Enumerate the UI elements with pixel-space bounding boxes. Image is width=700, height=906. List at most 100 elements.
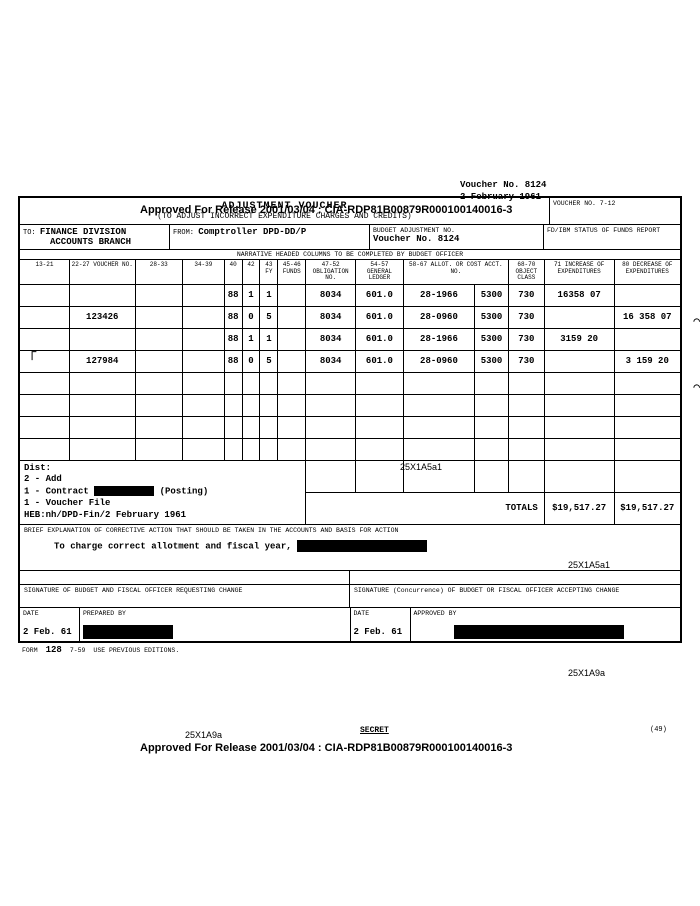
dist-row-1: Dist: 2 - Add 1 - Contract (Posting) 1 -… xyxy=(20,460,680,492)
cell-c11: 28-0960 xyxy=(403,350,474,372)
cell-c6: 1 xyxy=(242,284,260,306)
cell-c6 xyxy=(242,438,260,460)
cell-c7 xyxy=(260,394,278,416)
cell-c2: 123426 xyxy=(69,306,135,328)
cell-c6 xyxy=(242,372,260,394)
cell-c5: 88 xyxy=(224,350,242,372)
cell-c10: 601.0 xyxy=(356,284,404,306)
cell-c3 xyxy=(135,284,183,306)
col-increase: 71 INCREASE OF EXPENDITURES xyxy=(544,260,614,284)
cell-c5 xyxy=(224,438,242,460)
cell-c14 xyxy=(614,372,680,394)
cell-c4 xyxy=(183,372,225,394)
cell-c1 xyxy=(20,416,69,438)
cell-c7 xyxy=(260,416,278,438)
stamp-voucher-no: Voucher No. 8124 xyxy=(460,180,546,190)
cell-c3 xyxy=(135,350,183,372)
cell-c8 xyxy=(278,372,306,394)
col-allot: 58-67 ALLOT. OR COST ACCT. NO. xyxy=(403,260,508,284)
cell-c13: 3159 20 xyxy=(544,328,614,350)
dist-cell: Dist: 2 - Add 1 - Contract (Posting) 1 -… xyxy=(20,460,306,524)
fd-status-cell: FD/IBM STATUS OF FUNDS REPORT xyxy=(544,225,680,249)
cell-c8 xyxy=(278,350,306,372)
col-43-fy: 43 FY xyxy=(260,260,278,284)
cell-c5: 88 xyxy=(224,284,242,306)
cell-c13 xyxy=(544,350,614,372)
cell-c9 xyxy=(306,438,356,460)
sig-accept-label: SIGNATURE (Concurrence) OF BUDGET OR FIS… xyxy=(350,585,680,607)
cell-c9: 8034 xyxy=(306,284,356,306)
cell-c3 xyxy=(135,306,183,328)
date-right-cell: DATE 2 Feb. 61 xyxy=(351,608,411,641)
cell-c3 xyxy=(135,372,183,394)
cell-c4 xyxy=(183,328,225,350)
cell-c14: 3 159 20 xyxy=(614,350,680,372)
code-25x1a5a1-a: 25X1A5a1 xyxy=(400,462,442,472)
cell-c4 xyxy=(183,350,225,372)
cell-c13 xyxy=(544,416,614,438)
cell-c5: 88 xyxy=(224,328,242,350)
cell-c14 xyxy=(614,416,680,438)
col-object-class: 68-70 OBJECT CLASS xyxy=(508,260,544,284)
date-right-value: 2 Feb. 61 xyxy=(354,627,407,637)
col-decrease: 80 DECREASE OF EXPENDITURES xyxy=(614,260,680,284)
cell-c8 xyxy=(278,438,306,460)
table-row: 88118034601.028-196653007303159 20 xyxy=(20,328,680,350)
cell-c11: 28-1966 xyxy=(403,328,474,350)
cell-c11 xyxy=(403,372,474,394)
table-row: 12798488058034601.028-096053007303 159 2… xyxy=(20,350,680,372)
col-40: 40 xyxy=(224,260,242,284)
cell-c6 xyxy=(242,416,260,438)
form-subtitle: (TO ADJUST INCORRECT EXPENDITURE CHARGES… xyxy=(23,212,546,221)
cell-c10 xyxy=(356,394,404,416)
cell-c4 xyxy=(183,438,225,460)
cell-c4 xyxy=(183,306,225,328)
date-left-cell: DATE 2 Feb. 61 xyxy=(20,608,80,641)
col-28-33: 28-33 xyxy=(135,260,183,284)
cell-c11b: 5300 xyxy=(475,328,509,350)
cell-c6: 1 xyxy=(242,328,260,350)
cell-c11b xyxy=(475,372,509,394)
cell-c3 xyxy=(135,438,183,460)
cell-c5 xyxy=(224,416,242,438)
form-title: ADJUSTMENT VOUCHER xyxy=(23,201,546,212)
from-label: FROM: xyxy=(173,229,194,237)
cell-c3 xyxy=(135,328,183,350)
ledger-table: 13-21 22-27 VOUCHER NO. 28-33 34-39 40 4… xyxy=(20,260,680,525)
totals-increase: $19,517.27 xyxy=(544,492,614,524)
form-title-block: ADJUSTMENT VOUCHER (TO ADJUST INCORRECT … xyxy=(20,198,550,224)
cell-c8 xyxy=(278,394,306,416)
code-25x1a9a-a: 25X1A9a xyxy=(568,668,605,678)
cell-c12: 730 xyxy=(508,284,544,306)
cell-c12 xyxy=(508,438,544,460)
col-42: 42 xyxy=(242,260,260,284)
cell-c12: 730 xyxy=(508,350,544,372)
col-gen-ledger: 54-57 GENERAL LEDGER xyxy=(356,260,404,284)
cell-c4 xyxy=(183,284,225,306)
cell-c11: 28-1966 xyxy=(403,284,474,306)
cell-c9 xyxy=(306,372,356,394)
cell-c4 xyxy=(183,416,225,438)
cell-c8 xyxy=(278,328,306,350)
cell-c3 xyxy=(135,394,183,416)
column-header-row: 13-21 22-27 VOUCHER NO. 28-33 34-39 40 4… xyxy=(20,260,680,284)
release-line-bottom: Approved For Release 2001/03/04 : CIA-RD… xyxy=(140,742,512,754)
cell-c6 xyxy=(242,394,260,416)
sig-request-label: SIGNATURE OF BUDGET AND FISCAL OFFICER R… xyxy=(20,585,350,607)
cell-c13: 16358 07 xyxy=(544,284,614,306)
cell-c10: 601.0 xyxy=(356,350,404,372)
cell-c10: 601.0 xyxy=(356,328,404,350)
cell-c12 xyxy=(508,394,544,416)
cell-c1 xyxy=(20,328,69,350)
cell-c11b xyxy=(475,416,509,438)
to-cell: TO: FINANCE DIVISION ACCOUNTS BRANCH xyxy=(20,225,170,249)
table-row: 12342688058034601.028-0960530073016 358 … xyxy=(20,306,680,328)
code-25x1a5a1-b: 25X1A5a1 xyxy=(568,560,610,570)
side-mark-1: ⌒ xyxy=(693,314,700,328)
cell-c2: 127984 xyxy=(69,350,135,372)
cell-c9: 8034 xyxy=(306,350,356,372)
table-row: 88118034601.028-1966530073016358 07 xyxy=(20,284,680,306)
cell-c14 xyxy=(614,284,680,306)
form-container: ADJUSTMENT VOUCHER (TO ADJUST INCORRECT … xyxy=(18,196,682,643)
to-label: TO: xyxy=(23,229,36,237)
